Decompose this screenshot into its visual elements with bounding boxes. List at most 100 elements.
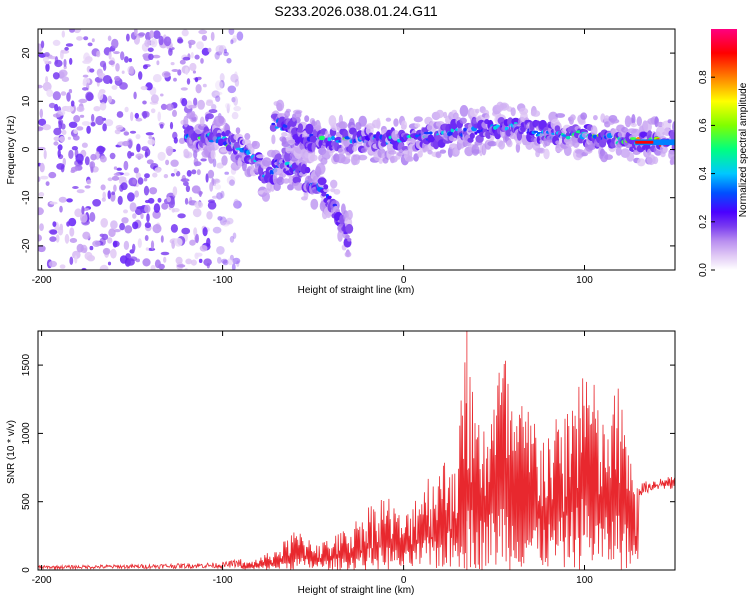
spectrogram-cell [235,127,241,134]
spectrogram-cell [414,123,421,128]
spectrogram-cell [189,239,196,246]
spectrogram-cell [45,76,49,84]
spectrogram-cell [185,185,190,193]
spectrogram-cell [231,263,236,270]
spectrogram-cell [80,213,88,223]
spectrogram-cell [44,61,50,65]
spectrogram-cell [82,59,91,64]
snr-ytick-label: 0 [21,567,32,573]
spectrogram-cell [233,105,242,112]
spectrogram-cell [172,109,177,117]
spectrogram-cell [205,113,214,120]
spectrogram-cell [150,264,156,270]
spectrogram-cell [294,110,302,119]
spectrogram-cell [554,125,561,132]
spectrogram-cell [163,256,167,263]
spectrogram-cell [130,111,134,122]
spectrogram-cell [126,192,135,202]
spectrogram-cell [475,108,480,114]
spectrogram-cell [231,111,239,120]
spectrogram-cell [73,29,82,34]
spectrogram-cell [172,186,178,197]
spectrogram-cell [631,114,636,126]
spectrogram-cell [225,217,234,225]
spectrogram-cell [219,80,225,89]
spectrogram-cell [397,142,405,154]
spectrogram-cell [129,66,135,75]
colorbar-gradient [711,29,737,270]
spectrogram-cell [227,85,237,94]
spectrogram-cell [166,196,171,203]
strong-band [635,139,675,146]
spectrogram-cell [40,40,45,49]
spectrogram-xtick-label: 100 [576,275,593,286]
spectrogram-cell [108,228,116,238]
spectrogram-xtick-label: -200 [32,275,52,286]
spectrogram-cell [45,63,50,72]
spectrogram-cell [200,158,207,162]
spectrogram-cell [230,73,239,83]
spectrogram-cell [99,233,105,237]
spectrogram-cell [218,115,225,124]
spectrogram-cell [222,221,230,227]
spectrogram-cell [117,195,123,205]
spectrogram-cell [233,198,239,209]
spectrogram-cell [59,136,65,143]
spectrogram-cell [54,103,59,112]
spectrogram-cell [49,229,58,235]
spectrogram-cell [222,259,229,266]
spectrogram-cell [202,83,207,88]
colorbar-tick-label: 0.6 [698,118,709,132]
spectrogram-cell [137,177,144,185]
spectrogram-cell [158,35,164,46]
spectrogram-cell [199,245,208,252]
spectrogram-cell [590,125,598,136]
spectrogram-cell [206,211,213,220]
spectrogram-cell [459,117,467,124]
spectrogram-cell [39,108,43,119]
snr-xtick-label: -200 [32,575,52,586]
spectrogram-cell [68,149,74,159]
spectrogram-cell [113,166,118,170]
spectrogram-cell [177,38,184,44]
strong-band-core [635,140,654,144]
spectrogram-cell [38,192,45,197]
spectrogram-cell [435,151,442,159]
spectrogram-cell [133,91,137,100]
spectrogram-cell [128,58,132,63]
spectrogram-cell [184,197,189,205]
spectrogram-cell [59,264,66,269]
spectrogram-cell [87,42,93,47]
spectrogram-cell [219,73,225,82]
spectrogram-cell [209,181,214,192]
spectrogram-cell [121,217,129,224]
spectrogram-cell [217,216,223,221]
colorbar-tick-label: 0.4 [698,166,709,180]
spectrogram-cell [511,117,521,126]
spectrogram-cell [133,167,139,174]
spectrogram-cell [81,121,91,126]
spectrogram-cell [55,234,60,243]
spectrogram-cell [277,113,287,118]
spectrogram-cell [212,178,221,184]
spectrogram-cell [195,233,200,244]
spectrogram-cell [208,109,218,114]
spectrogram-cell [180,87,188,91]
spectrogram-cell [345,234,350,239]
snr-ytick-label: 1000 [21,422,32,445]
spectrogram-cell [195,84,202,94]
snr-xlabel: Height of straight line (km) [298,585,415,596]
spectrogram-cell [113,172,121,177]
ridge-upper-trace [269,99,318,163]
spectrogram-cell [537,147,546,154]
spectrogram-cell [228,29,235,35]
spectrogram-cell [38,176,41,182]
spectrogram-cell [230,39,234,45]
spectrogram-cell [346,209,353,220]
spectrogram-cell [111,85,118,90]
spectrogram-cell [112,240,118,248]
spectrogram-cell [170,62,175,66]
spectrogram-cell [231,97,236,103]
spectrogram-cell [210,31,215,41]
spectrogram-cell [82,231,91,240]
